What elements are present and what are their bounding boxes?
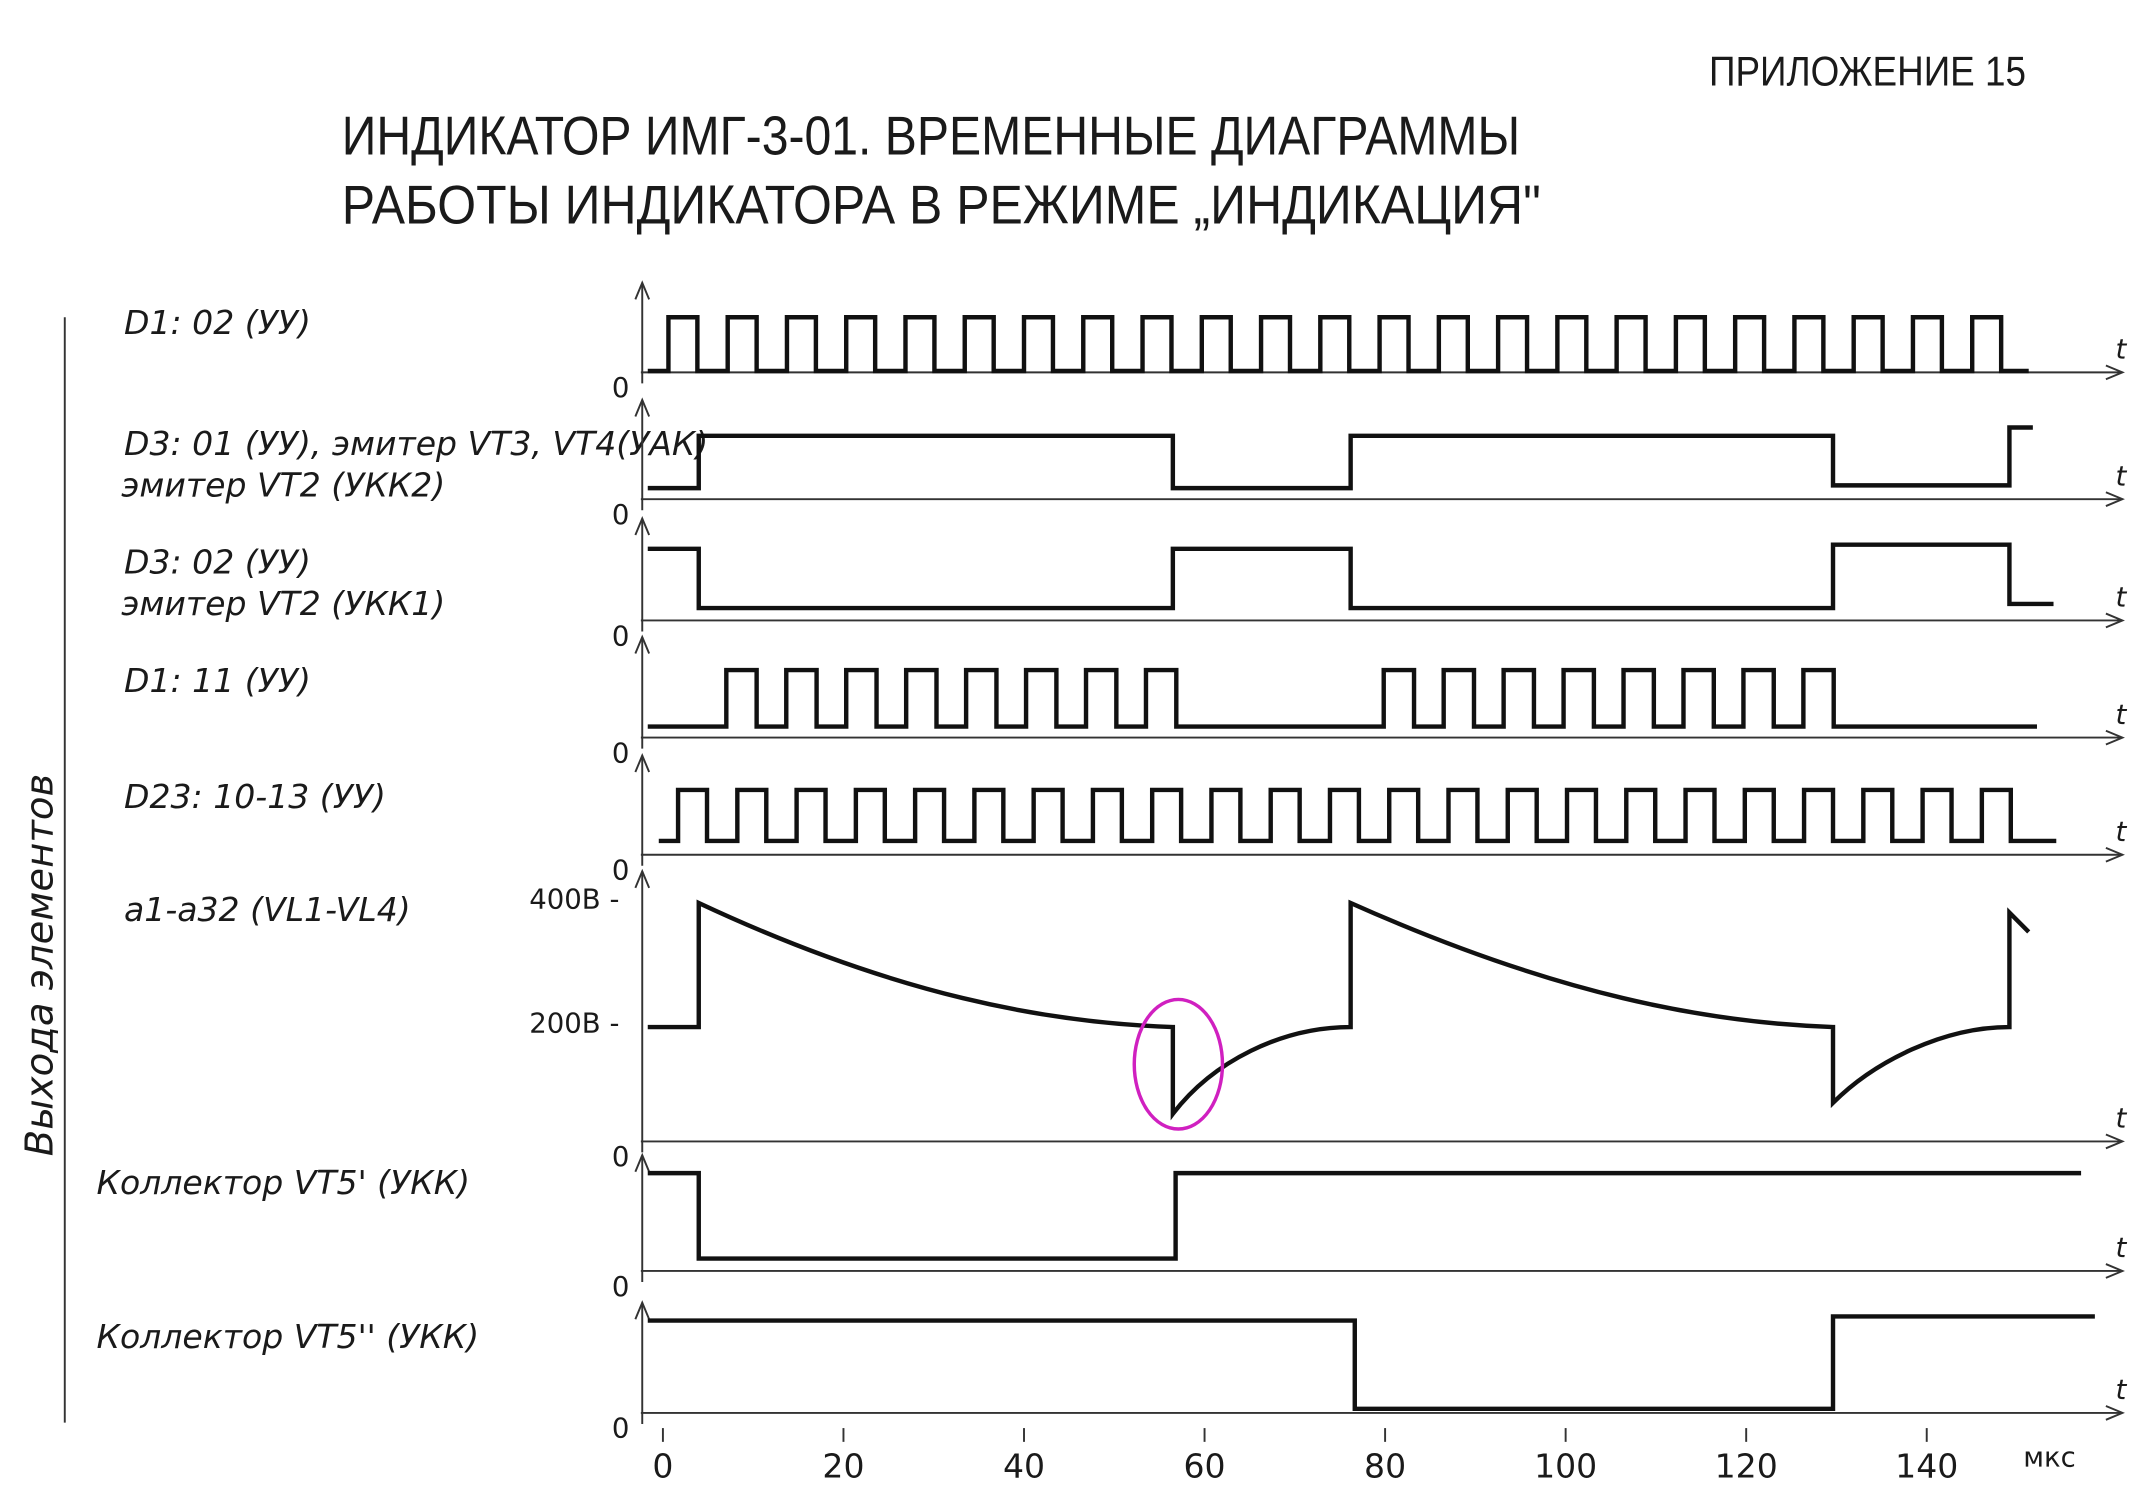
waveform	[647, 542, 2054, 611]
arrow	[634, 280, 651, 300]
zero-label: 0	[612, 1141, 630, 1173]
title-line: РАБОТЫ ИНДИКАТОРА В РЕЖИМЕ „ИНДИКАЦИЯ"	[342, 174, 1541, 236]
arrow	[2105, 1263, 2125, 1279]
zero-label: 0	[612, 1413, 630, 1445]
arrow	[2105, 729, 2125, 746]
waveform	[647, 899, 2031, 1121]
x-axis: 0 20 40 60 80 100 120 140 мкс	[652, 1428, 2076, 1486]
waveform	[647, 425, 2033, 491]
signal-label: a1-a32 (VL1-VL4)	[124, 890, 411, 929]
arrow	[2105, 846, 2125, 863]
zero-label: 0	[612, 737, 630, 769]
waveform	[647, 667, 2037, 729]
t-label: t	[2116, 816, 2128, 848]
signal-label: D3: 01 (УУ), эмитер VT3, VT4(УАК)	[124, 424, 708, 463]
signal-label: D3: 02 (УУ)	[124, 543, 311, 582]
zero-label: 0	[612, 855, 630, 887]
signal-label: Коллектор VT5'' (УКК)	[96, 1317, 479, 1356]
level-label: 200В -	[529, 1008, 619, 1040]
signal-label: D1: 02 (УУ)	[124, 303, 311, 342]
zero-label: 0	[612, 499, 630, 531]
waveform	[658, 787, 2057, 844]
arrow	[2105, 364, 2125, 381]
zero-label: 0	[612, 620, 630, 652]
waveform	[647, 1314, 2095, 1411]
arrow	[634, 397, 651, 417]
arrow	[634, 753, 651, 773]
appendix: ПРИЛОЖЕНИЕ 15	[1709, 49, 2026, 95]
x-tick-label: 60	[1184, 1447, 1226, 1486]
signal-label: D1: 11 (УУ)	[124, 661, 311, 700]
x-tick-label: 80	[1364, 1447, 1406, 1486]
t-label: t	[2116, 699, 2128, 731]
t-label: t	[2116, 1103, 2128, 1135]
level-label: 400В -	[529, 883, 619, 915]
t-label: t	[2116, 1374, 2128, 1406]
signal-label: эмитер VT2 (УКК1)	[121, 584, 445, 623]
signal-label: эмитер VT2 (УКК2)	[121, 465, 445, 504]
x-tick-label: 40	[1003, 1447, 1045, 1486]
t-label: t	[2116, 460, 2128, 492]
arrow	[634, 634, 651, 654]
signal-label: D23: 10-13 (УУ)	[124, 777, 386, 816]
arrow	[634, 868, 651, 889]
highlight-circle	[1132, 997, 1225, 1131]
x-tick-label: 20	[822, 1447, 864, 1486]
arrow	[634, 1152, 651, 1173]
y-axis-label: Выхода элементов	[17, 774, 62, 1156]
waveform	[647, 315, 2029, 374]
x-tick-label: 120	[1715, 1447, 1778, 1486]
arrow	[2105, 491, 2125, 507]
x-tick-label: 100	[1534, 1447, 1597, 1486]
zero-label: 0	[612, 1271, 630, 1303]
zero-label: 0	[612, 372, 630, 404]
title-line: ИНДИКАТОР ИМГ-3-01. ВРЕМЕННЫЕ ДИАГРАММЫ	[342, 105, 1520, 167]
arrow	[2105, 1405, 2125, 1421]
x-unit: мкс	[2023, 1442, 2076, 1474]
arrow	[634, 1300, 651, 1320]
t-label: t	[2116, 582, 2128, 614]
arrow	[2105, 612, 2125, 629]
x-tick-label: 0	[652, 1447, 673, 1486]
arrow	[634, 515, 651, 536]
t-label: t	[2116, 1232, 2128, 1264]
rows: D1: 02 (УУ) 0 t D3: 01 (УУ), эмитер VT3, VT…	[96, 280, 2128, 1445]
x-tick-label: 140	[1895, 1447, 1958, 1486]
arrow	[2105, 1133, 2125, 1150]
waveform	[647, 1170, 2082, 1261]
signal-label: Коллектор VT5' (УКК)	[96, 1163, 470, 1202]
t-label: t	[2116, 334, 2128, 366]
